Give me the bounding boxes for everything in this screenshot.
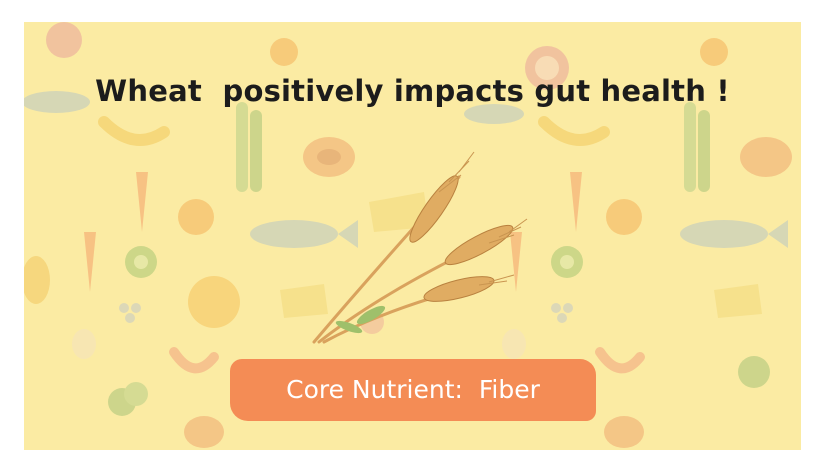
headline: Wheat positively impacts gut health ! [95,74,730,108]
kiwi-icon [125,246,583,278]
nutrition-card: Wheat positively impacts gut health ! Co… [24,22,801,450]
celery-icon [236,102,710,192]
wheat-icon [312,151,528,344]
berries-icon [119,303,573,323]
cheese-icon [280,192,762,318]
broccoli-icon [108,356,770,416]
core-nutrient-badge: Core Nutrient: Fiber [230,359,596,421]
core-nutrient-label: Core Nutrient: Fiber [286,375,540,404]
papaya-icon [184,137,792,448]
food-pattern-background [24,22,792,448]
banana-icon [98,116,610,146]
fish-icon [24,91,788,248]
egg-icon [72,329,526,359]
pomegranate-icon [46,22,569,90]
carrot-icon [84,172,582,292]
orange-icon [178,38,728,328]
pineapple-icon [24,256,50,304]
shrimp-icon [169,347,645,374]
